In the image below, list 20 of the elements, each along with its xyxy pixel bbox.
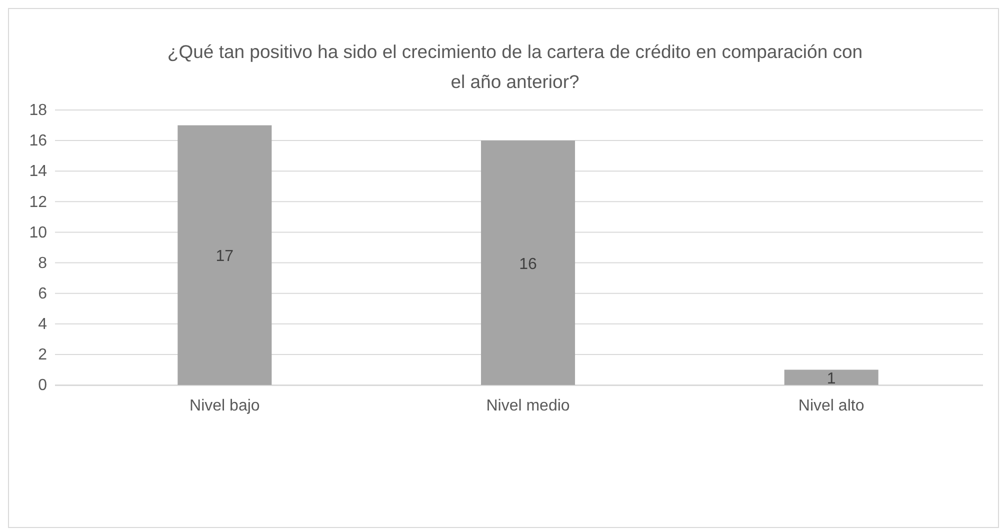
y-tick-label: 10: [29, 224, 48, 242]
y-tick-label: 12: [29, 194, 48, 211]
x-tick-label: Nivel medio: [486, 397, 570, 414]
y-tick-label: 8: [38, 254, 48, 272]
y-tick-label: 0: [38, 377, 48, 394]
bar: [784, 370, 878, 385]
data-label: 16: [519, 256, 537, 273]
y-tick-label: 16: [29, 132, 48, 150]
chart-title: ¿Qué tan positivo ha sido el crecimiento de la cartera de crédito en comparación con el año anterior?: [167, 41, 863, 92]
bar: [178, 125, 272, 385]
data-label: 17: [216, 248, 234, 266]
x-tick-label: Nivel alto: [798, 397, 864, 414]
bar: [480, 140, 576, 385]
y-tick-label: 6: [38, 285, 48, 302]
y-tick-label: 4: [38, 316, 48, 334]
y-tick-label: 14: [29, 163, 48, 180]
x-tick-label: Nivel bajo: [190, 397, 260, 414]
data-label: 1: [826, 370, 836, 388]
y-tick-label: 18: [29, 102, 48, 120]
y-tick-label: 2: [38, 346, 48, 364]
